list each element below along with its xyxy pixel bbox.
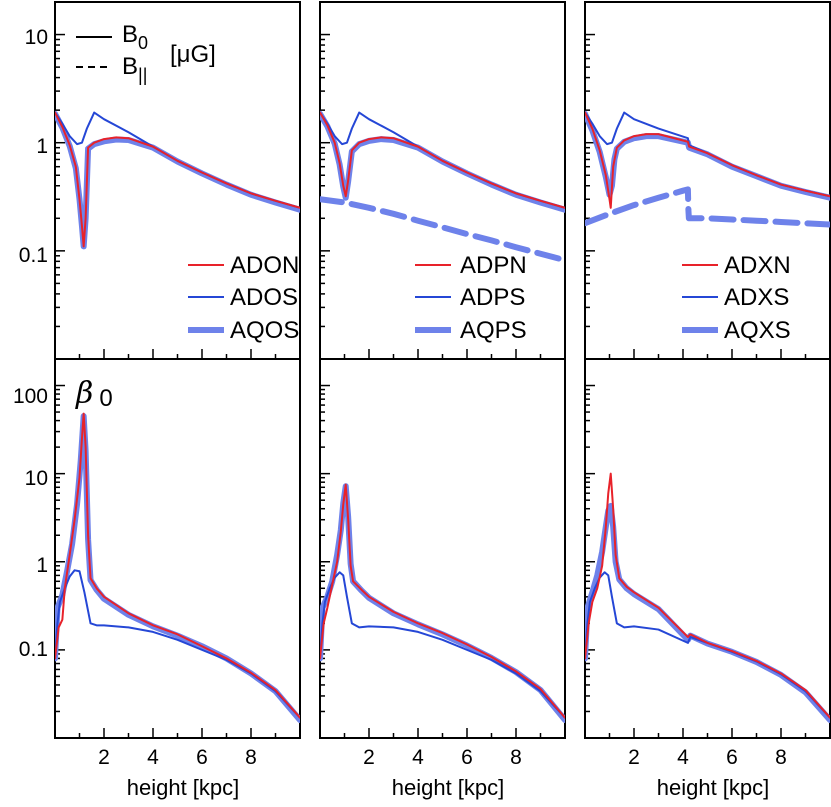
xtick-label-p1-4: 4 bbox=[412, 746, 424, 769]
xtick-label-p0-8: 8 bbox=[245, 746, 257, 769]
series-legend-2: ADXN ADXS AQXS bbox=[682, 252, 791, 344]
series-AQXS-top-bpar bbox=[585, 186, 830, 228]
xtick-label-p1-2: 2 bbox=[363, 746, 375, 769]
series-AQOS-bottom bbox=[55, 413, 300, 724]
series-legend-1: ADPN ADPS AQPS bbox=[415, 252, 527, 344]
style-legend-dashed-symbol: B bbox=[122, 53, 138, 80]
series-AQXS-top bbox=[585, 110, 830, 201]
series-AQXS-bottom bbox=[585, 502, 830, 724]
curves-layer bbox=[55, 110, 830, 724]
panel-frame-1 bbox=[319, 1, 566, 739]
xtick-label-p0-4: 4 bbox=[147, 746, 159, 769]
legend-1-thick-label: AQPS bbox=[460, 317, 527, 344]
series-ADXN-bottom bbox=[585, 472, 830, 719]
series-AQOS-top bbox=[55, 110, 300, 250]
ytick-label-bottom-0.1: 0.1 bbox=[19, 638, 48, 661]
beta-sub: 0 bbox=[99, 385, 112, 412]
xtick-label-p0-6: 6 bbox=[196, 746, 208, 769]
legend-2-blue-label: ADXS bbox=[724, 284, 789, 311]
legend-1-red-label: ADPN bbox=[460, 252, 527, 279]
style-legend-dashed-sub: || bbox=[138, 65, 147, 85]
series-ADON-top bbox=[55, 111, 300, 248]
series-AQPS-bottom bbox=[320, 483, 565, 724]
legend-2-red-label: ADXN bbox=[724, 252, 791, 279]
beta-symbol: β bbox=[75, 376, 93, 411]
legend-0-thick-label: AQOS bbox=[230, 317, 299, 344]
xaxis-label-1: height [kpc] bbox=[392, 775, 505, 800]
ytick-label-top-10: 10 bbox=[25, 26, 48, 49]
xtick-label-p1-8: 8 bbox=[510, 746, 522, 769]
style-legend-solid-sub: 0 bbox=[138, 33, 148, 53]
series-ADPS-bottom bbox=[320, 571, 565, 719]
series-ADOS-bottom bbox=[55, 569, 300, 719]
series-legend-0: ADON ADOS AQOS bbox=[188, 252, 299, 344]
legend-0-red-label: ADON bbox=[230, 252, 299, 279]
panel-frame-2 bbox=[584, 1, 831, 739]
xtick-label-p2-6: 6 bbox=[726, 746, 738, 769]
ytick-label-bottom-1: 1 bbox=[36, 554, 48, 577]
ytick-label-bottom-10: 10 bbox=[25, 467, 48, 490]
panel-frame-0 bbox=[54, 1, 301, 739]
ytick-label-bottom-100: 100 bbox=[13, 385, 48, 408]
style-legend: B0 B|| [μG] bbox=[76, 21, 216, 85]
style-legend-dashed-label: B|| bbox=[122, 53, 147, 85]
series-AQPS-top-bpar bbox=[320, 196, 565, 264]
legend-2-thick-label: AQXS bbox=[724, 317, 791, 344]
ticks-layer bbox=[54, 1, 831, 739]
ytick-label-top-0.1: 0.1 bbox=[19, 244, 48, 267]
xtick-label-p0-2: 2 bbox=[98, 746, 110, 769]
xtick-label-p2-4: 4 bbox=[677, 746, 689, 769]
series-ADPN-bottom bbox=[320, 483, 565, 719]
style-legend-solid-label: B0 bbox=[122, 21, 148, 53]
ytick-label-top-1: 1 bbox=[36, 135, 48, 158]
series-ADXN-top bbox=[585, 111, 830, 209]
xtick-label-p2-8: 8 bbox=[775, 746, 787, 769]
xtick-label-p1-6: 6 bbox=[461, 746, 473, 769]
style-legend-solid-symbol: B bbox=[122, 21, 138, 48]
legend-1-blue-label: ADPS bbox=[460, 284, 525, 311]
xtick-label-p2-2: 2 bbox=[628, 746, 640, 769]
style-legend-unit: [μG] bbox=[170, 41, 216, 68]
series-ADON-bottom bbox=[55, 412, 300, 719]
series-ADPN-top bbox=[320, 111, 565, 209]
xaxis-label-2: height [kpc] bbox=[657, 775, 770, 800]
xaxis-label-0: height [kpc] bbox=[127, 775, 240, 800]
legend-0-blue-label: ADOS bbox=[230, 284, 298, 311]
